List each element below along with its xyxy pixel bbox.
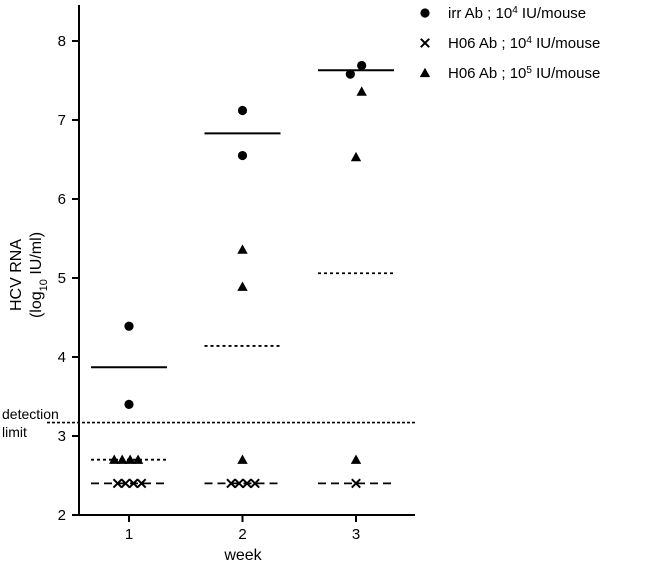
y-tick-label-3: 3 — [58, 428, 66, 445]
y-tick-label-4: 4 — [58, 349, 66, 366]
axes — [78, 5, 415, 516]
legend-marker-h06_1e4-stroke-b — [420, 38, 430, 48]
point-irr-2 — [237, 105, 248, 116]
legend-label-h06_1e5-superscript: 5 — [526, 65, 532, 76]
x-axis-title: week — [223, 547, 262, 564]
y-tick-label-8: 8 — [58, 33, 66, 50]
point-h06_1e4-8 — [351, 478, 361, 489]
point-h06_1e5-2 — [124, 454, 136, 464]
point-h06_1e5-0 — [109, 454, 120, 464]
legend-label-irr-superscript: 4 — [512, 5, 518, 16]
point-h06_1e4-7 — [250, 478, 260, 489]
point-h06_1e4-3 — [136, 478, 147, 489]
point-h06_1e4-4 — [226, 478, 237, 489]
y-axis-title-prefix: (log — [28, 291, 45, 318]
point-h06_1e4-6-stroke-b — [242, 478, 252, 489]
y-tick-label-6: 6 — [58, 191, 66, 208]
point-h06_1e4-4-stroke-b — [226, 478, 237, 489]
point-h06_1e4-1-stroke-b — [120, 478, 131, 489]
legend-label-h06_1e4-suffix: IU/mouse — [532, 35, 600, 52]
x-tick-label-2: 2 — [238, 526, 246, 543]
legend-marker-h06_1e5 — [419, 67, 431, 78]
point-h06_1e4-1 — [120, 478, 131, 489]
point-h06_1e5-9 — [350, 454, 362, 464]
plot-area — [47, 60, 415, 489]
legend-label-irr-prefix: irr Ab ; 10 — [448, 5, 512, 22]
legend-label-h06_1e5-prefix: H06 Ab ; 10 — [448, 65, 526, 82]
point-h06_1e5-3 — [132, 454, 144, 464]
y-ticks: 2 3 4 5 6 7 8 — [58, 33, 79, 524]
point-h06_1e4-0 — [112, 478, 123, 489]
y-tick-label-5: 5 — [58, 270, 66, 287]
y-axis-title-subscript: 10 — [38, 279, 50, 291]
y-tick-label-2: 2 — [58, 507, 66, 524]
point-h06_1e5-7 — [356, 86, 367, 96]
y-tick-label-7: 7 — [58, 112, 66, 129]
x-tick-label-1: 1 — [125, 526, 133, 543]
x-ticks: 1 2 3 — [125, 515, 360, 543]
legend-label-h06_1e4-prefix: H06 Ab ; 10 — [448, 35, 526, 52]
point-h06_1e4-5-stroke-b — [234, 478, 245, 489]
detection-limit-label-line1: detection — [2, 406, 59, 422]
point-h06_1e5-6 — [237, 454, 248, 464]
point-h06_1e5-4 — [237, 244, 248, 254]
point-h06_1e4-2 — [128, 478, 139, 489]
x-tick-label-3: 3 — [352, 526, 360, 543]
point-irr-5 — [357, 60, 367, 71]
y-axis-title-suffix: IU/ml) — [28, 232, 45, 279]
point-irr-3 — [237, 150, 248, 161]
y-axis-title-line2: (log10 IU/ml) — [28, 232, 50, 318]
point-irr-0 — [124, 321, 134, 331]
point-h06_1e4-0-stroke-b — [112, 478, 123, 489]
legend-label-irr: irr Ab ; 104 IU/mouse — [448, 5, 586, 23]
point-h06_1e4-3-stroke-b — [136, 478, 147, 489]
point-h06_1e5-5 — [237, 281, 248, 291]
legend-label-h06_1e5: H06 Ab ; 105 IU/mouse — [448, 65, 600, 83]
point-irr-4 — [345, 69, 355, 79]
point-h06_1e5-1 — [116, 454, 128, 464]
legend-label-h06_1e5-suffix: IU/mouse — [532, 65, 600, 82]
point-h06_1e4-2-stroke-b — [128, 478, 139, 489]
point-h06_1e4-8-stroke-b — [351, 478, 361, 489]
legend-label-irr-suffix: IU/mouse — [518, 5, 586, 22]
legend-label-h06_1e4: H06 Ab ; 104 IU/mouse — [448, 35, 600, 53]
legend-label-h06_1e4-superscript: 4 — [526, 35, 532, 46]
point-h06_1e4-7-stroke-b — [250, 478, 260, 489]
detection-limit-label-line2: limit — [2, 424, 27, 440]
point-h06_1e4-5 — [234, 478, 245, 489]
y-axis-title-line1: HCV RNA — [8, 239, 25, 311]
point-h06_1e4-6 — [242, 478, 252, 489]
legend-marker-h06_1e4 — [420, 38, 430, 48]
point-irr-1 — [124, 399, 134, 409]
point-h06_1e5-8 — [350, 151, 362, 162]
legend-marker-irr — [420, 8, 430, 18]
